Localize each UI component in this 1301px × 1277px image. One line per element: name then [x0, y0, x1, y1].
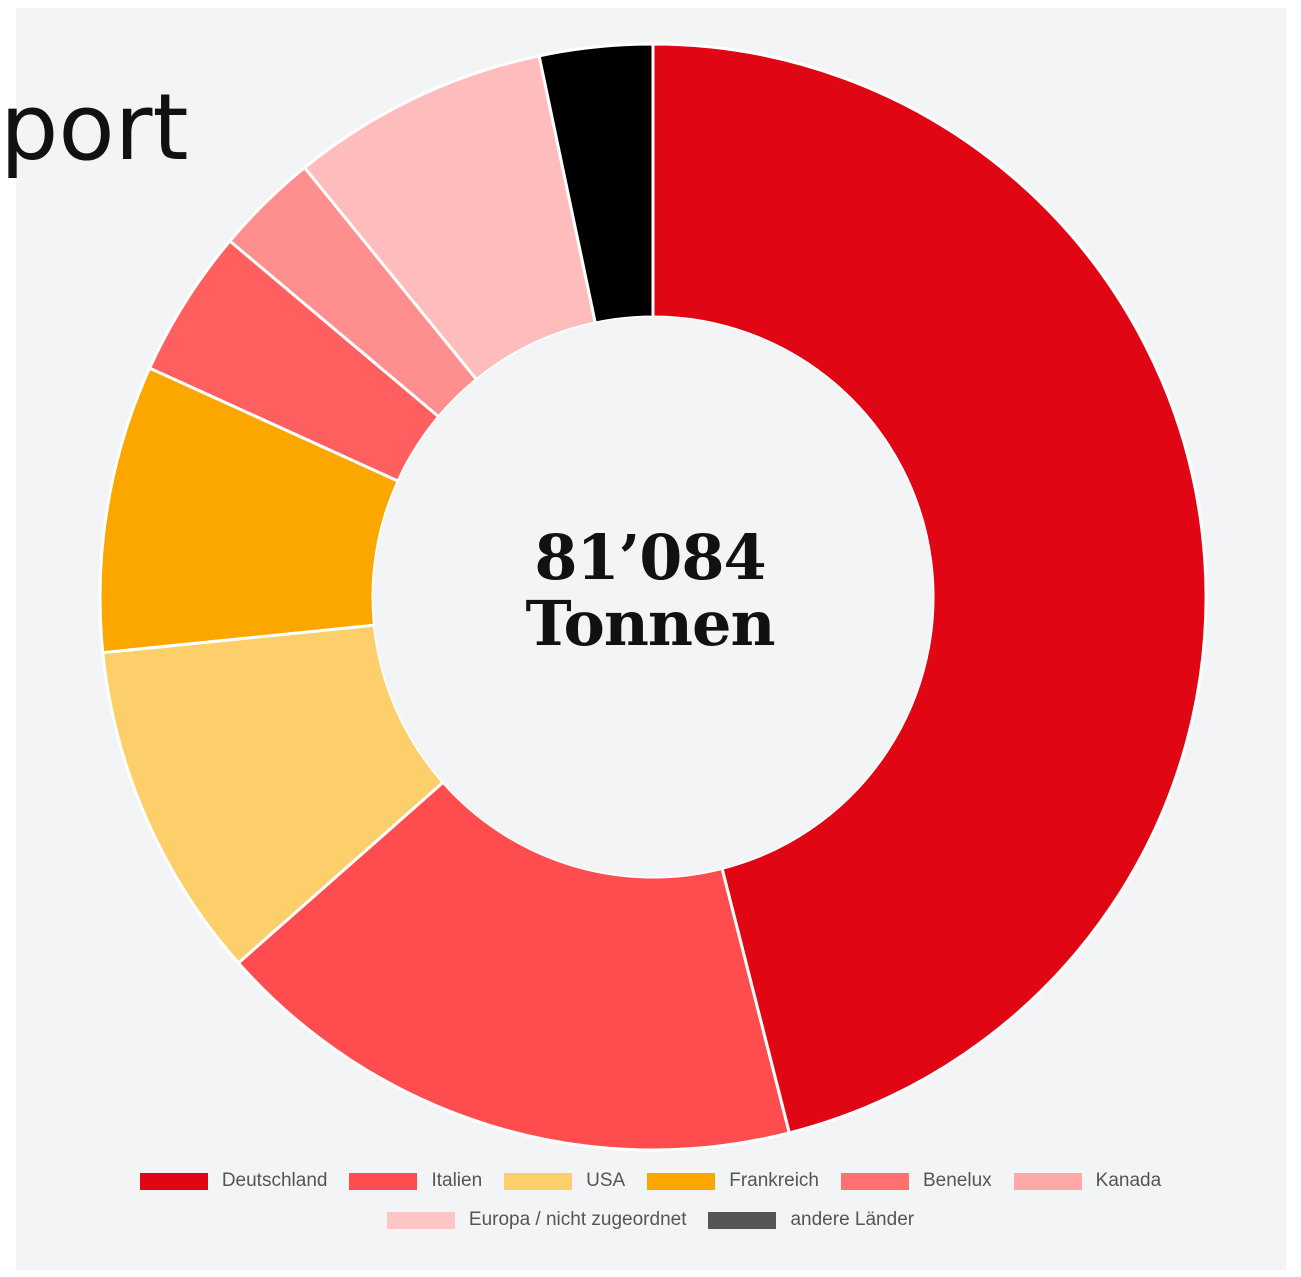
legend-swatch [708, 1211, 777, 1229]
total-unit: Tonnen [525, 587, 775, 660]
legend-label: Italien [431, 1170, 483, 1191]
legend-item: andere Länder [708, 1209, 914, 1231]
legend-item: Deutschland [139, 1170, 328, 1192]
legend-swatch [647, 1172, 716, 1190]
legend-item: USA [504, 1170, 625, 1192]
legend-label: andere Länder [790, 1209, 915, 1230]
legend-label: Benelux [922, 1170, 992, 1191]
legend-item: Benelux [840, 1170, 992, 1192]
legend-swatch [139, 1172, 208, 1190]
legend-item: Italien [349, 1170, 482, 1192]
legend-item: Kanada [1013, 1170, 1162, 1192]
legend-swatch [386, 1211, 455, 1229]
legend-swatch [840, 1172, 909, 1190]
legend-row-2: Europa / nicht zugeordnet andere Länder [0, 1209, 1301, 1231]
donut-slice-italien [236, 780, 792, 1152]
legend-item: Europa / nicht zugeordnet [386, 1209, 687, 1231]
legend-item: Frankreich [647, 1170, 819, 1192]
donut-center-label: 81’084 Tonnen [420, 525, 880, 657]
legend-label: Europa / nicht zugeordnet [468, 1209, 687, 1230]
legend-swatch [504, 1172, 573, 1190]
legend-label: Kanada [1095, 1170, 1162, 1191]
legend-label: Frankreich [729, 1170, 819, 1191]
legend-label: Deutschland [221, 1170, 328, 1191]
legend-row-1: Deutschland Italien USA Frankreich Benelux Ka… [0, 1170, 1301, 1192]
legend-swatch [349, 1172, 418, 1190]
chart-title-fragment: port [0, 74, 189, 181]
legend-swatch [1013, 1172, 1082, 1190]
donut-hole [373, 317, 933, 877]
legend-label: USA [586, 1170, 626, 1191]
total-value: 81’084 [534, 521, 766, 594]
